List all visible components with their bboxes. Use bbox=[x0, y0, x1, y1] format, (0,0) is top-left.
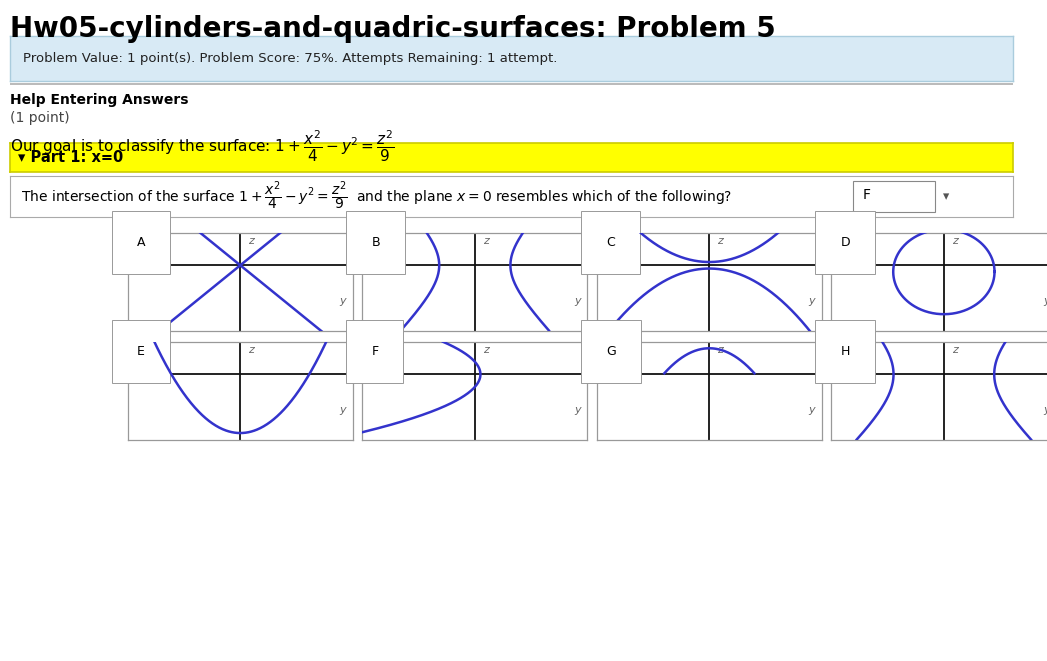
Text: ▾: ▾ bbox=[943, 190, 950, 204]
Text: y: y bbox=[1043, 405, 1047, 415]
Text: F: F bbox=[372, 344, 378, 358]
Text: D: D bbox=[841, 235, 850, 249]
Text: z: z bbox=[717, 344, 723, 355]
Bar bbox=[853, 180, 935, 212]
Text: C: C bbox=[606, 235, 615, 249]
Text: Problem Value: 1 point(s). Problem Score: 75%. Attempts Remaining: 1 attempt.: Problem Value: 1 point(s). Problem Score… bbox=[22, 52, 557, 65]
Text: z: z bbox=[483, 344, 489, 355]
Text: (1 point): (1 point) bbox=[10, 111, 70, 125]
Text: A: A bbox=[137, 235, 146, 249]
Text: E: E bbox=[137, 344, 144, 358]
Text: y: y bbox=[574, 405, 581, 415]
Text: Help Entering Answers: Help Entering Answers bbox=[10, 93, 188, 106]
Text: y: y bbox=[339, 295, 347, 306]
Text: z: z bbox=[483, 235, 489, 246]
Text: z: z bbox=[952, 344, 958, 355]
Text: F: F bbox=[863, 188, 871, 202]
Text: z: z bbox=[952, 235, 958, 246]
Text: y: y bbox=[808, 295, 816, 306]
Text: ▾ Part 1: x=0: ▾ Part 1: x=0 bbox=[19, 150, 124, 165]
Text: z: z bbox=[248, 235, 254, 246]
Text: The intersection of the surface $1 + \dfrac{x^2}{4} - y^2 = \dfrac{z^2}{9}$  and: The intersection of the surface $1 + \df… bbox=[21, 179, 732, 212]
Text: G: G bbox=[606, 344, 616, 358]
Text: B: B bbox=[372, 235, 380, 249]
Text: y: y bbox=[339, 405, 347, 415]
Text: z: z bbox=[717, 235, 723, 246]
Text: y: y bbox=[1043, 295, 1047, 306]
Text: Hw05-cylinders-and-quadric-surfaces: Problem 5: Hw05-cylinders-and-quadric-surfaces: Pro… bbox=[10, 15, 776, 42]
Text: y: y bbox=[574, 295, 581, 306]
Text: H: H bbox=[841, 344, 850, 358]
Text: Our goal is to classify the surface: $1 + \dfrac{x^2}{4} - y^2 = \dfrac{z^2}{9}$: Our goal is to classify the surface: $1 … bbox=[10, 128, 395, 164]
Text: y: y bbox=[808, 405, 816, 415]
Text: z: z bbox=[248, 344, 254, 355]
